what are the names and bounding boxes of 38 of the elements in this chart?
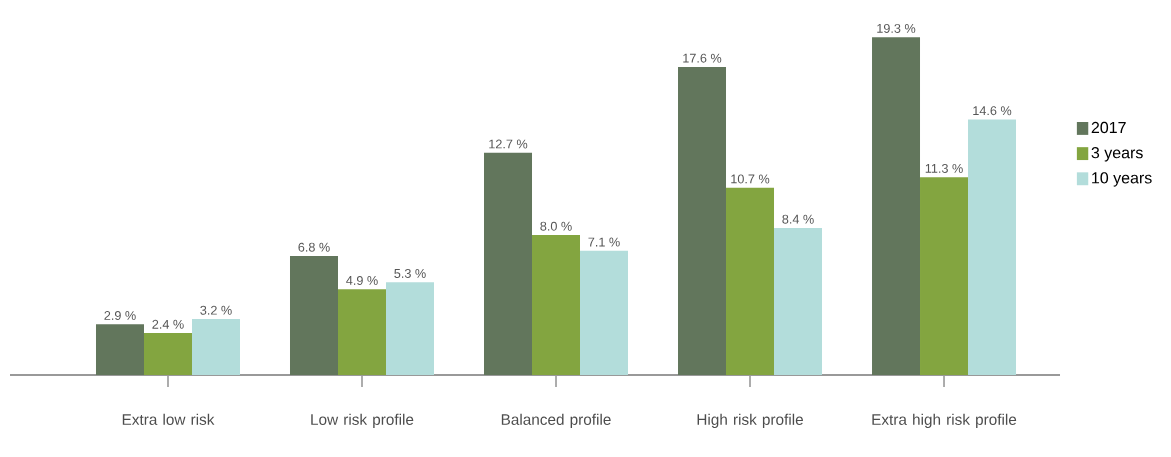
data-label: 8.0 % xyxy=(540,221,572,231)
bar xyxy=(144,332,192,375)
data-label: 4.9 % xyxy=(346,275,378,285)
data-label: 2.4 % xyxy=(152,319,184,329)
bar xyxy=(386,282,434,375)
bar xyxy=(872,37,921,375)
bar xyxy=(532,234,580,375)
bar xyxy=(968,119,1017,375)
data-label: 6.8 % xyxy=(298,242,330,252)
legend-label: 3 years xyxy=(1091,147,1143,162)
bar xyxy=(920,177,969,375)
bar xyxy=(290,255,338,375)
data-label: 12.7 % xyxy=(489,139,528,149)
bar xyxy=(726,187,775,375)
x-tick-label: Extra low risk xyxy=(122,413,215,425)
bar xyxy=(580,250,629,375)
bar xyxy=(95,324,144,375)
x-tick-label: High risk profile xyxy=(697,413,803,428)
data-label: 7.1 % xyxy=(588,237,620,247)
x-tick-label: Balanced profile xyxy=(501,413,611,428)
bar xyxy=(774,227,823,375)
data-label: 2.9 % xyxy=(104,311,136,320)
data-label: 3.2 % xyxy=(200,305,232,315)
legend-label: 10 years xyxy=(1092,172,1152,187)
x-tick-label: Extra high risk profile xyxy=(872,413,1017,428)
data-label: 11.3 % xyxy=(925,163,963,173)
data-label: 10.7 % xyxy=(731,174,770,184)
x-tick-label: Low risk profile xyxy=(311,413,414,428)
bar xyxy=(192,318,240,375)
bar xyxy=(484,152,533,375)
data-label: 5.3 % xyxy=(394,268,426,278)
data-label: 19.3 % xyxy=(877,23,916,33)
data-label: 17.6 % xyxy=(683,53,722,63)
bar xyxy=(338,289,386,375)
bar xyxy=(678,66,727,375)
data-label: 8.4 % xyxy=(782,214,814,224)
data-label: 14.6 % xyxy=(973,106,1012,116)
legend-label: 2017 xyxy=(1091,121,1126,134)
